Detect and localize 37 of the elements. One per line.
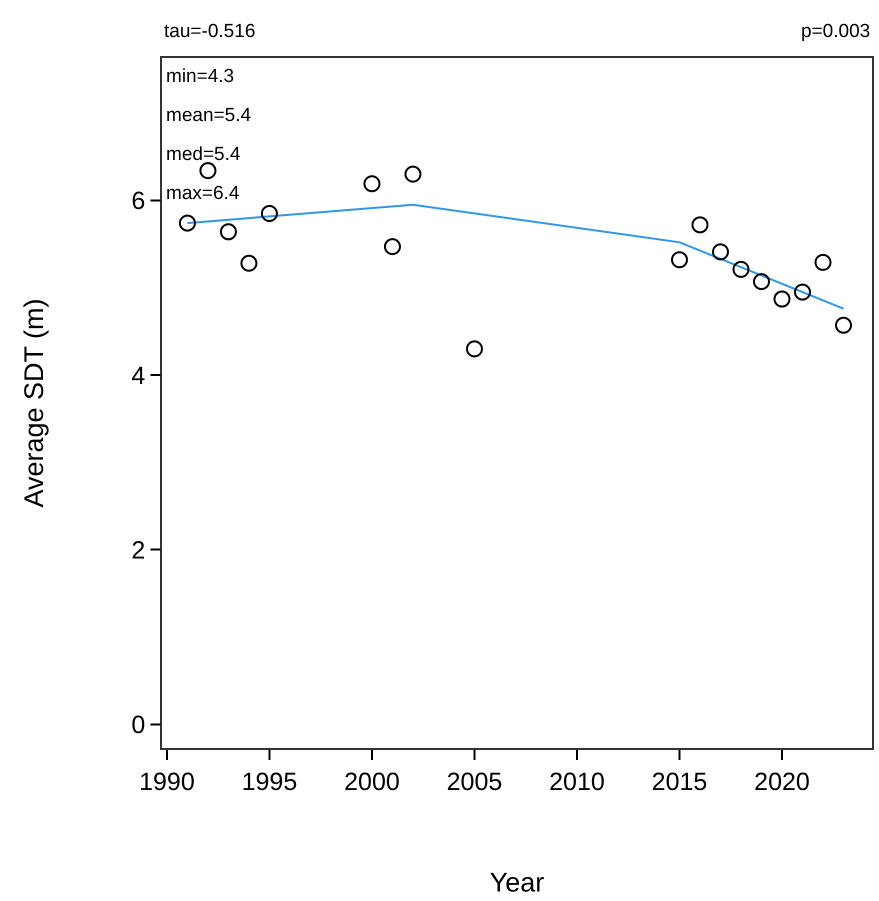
text: tau=-0.516 — [164, 21, 256, 42]
y-tick-label: 0 — [131, 711, 146, 740]
text: p=0.003 — [801, 21, 870, 42]
point — [670, 251, 688, 268]
x-tick-label: 2000 — [344, 768, 400, 796]
annotation: mean=5.4 — [166, 105, 252, 126]
x-tick-label: 2020 — [754, 768, 810, 796]
annotation: min=4.3 — [166, 66, 234, 87]
point — [260, 204, 278, 222]
point — [773, 290, 790, 308]
x-tick-label: 1990 — [139, 768, 195, 796]
x-tick-label: 2005 — [446, 768, 502, 796]
point — [466, 340, 483, 358]
point — [240, 254, 258, 272]
point — [814, 254, 832, 271]
x-tick-label: 2015 — [652, 768, 708, 796]
y-tick-label: 6 — [131, 187, 146, 216]
annotation: max=6.4 — [166, 183, 240, 204]
point — [752, 273, 770, 290]
x-tick-label: 2010 — [549, 768, 605, 796]
annotation: med=5.4 — [166, 144, 241, 165]
point — [363, 175, 380, 192]
y-tick-label: 2 — [131, 536, 146, 564]
y-axis-title: Average SDT (m) — [18, 298, 49, 508]
point — [691, 216, 708, 234]
point — [835, 316, 852, 334]
point — [404, 166, 422, 183]
point — [220, 223, 237, 240]
point — [199, 162, 216, 180]
point — [794, 284, 811, 301]
point — [712, 243, 729, 260]
x-tick-label: 1995 — [242, 768, 298, 796]
point — [178, 214, 196, 232]
point — [384, 238, 401, 256]
point — [732, 260, 750, 278]
x-axis-title: Year — [490, 868, 544, 898]
y-tick-label: 4 — [131, 362, 146, 390]
